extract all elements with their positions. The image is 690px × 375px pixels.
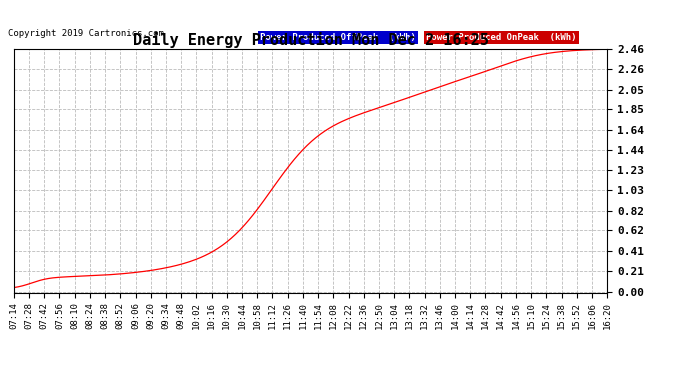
Text: Power Produced OnPeak  (kWh): Power Produced OnPeak (kWh) [426,33,577,42]
Text: Copyright 2019 Cartronics.com: Copyright 2019 Cartronics.com [8,29,164,38]
Text: Power Produced OffPeak  (kWh): Power Produced OffPeak (kWh) [260,33,416,42]
Title: Daily Energy Production Mon Dec 2 16:25: Daily Energy Production Mon Dec 2 16:25 [132,32,489,48]
